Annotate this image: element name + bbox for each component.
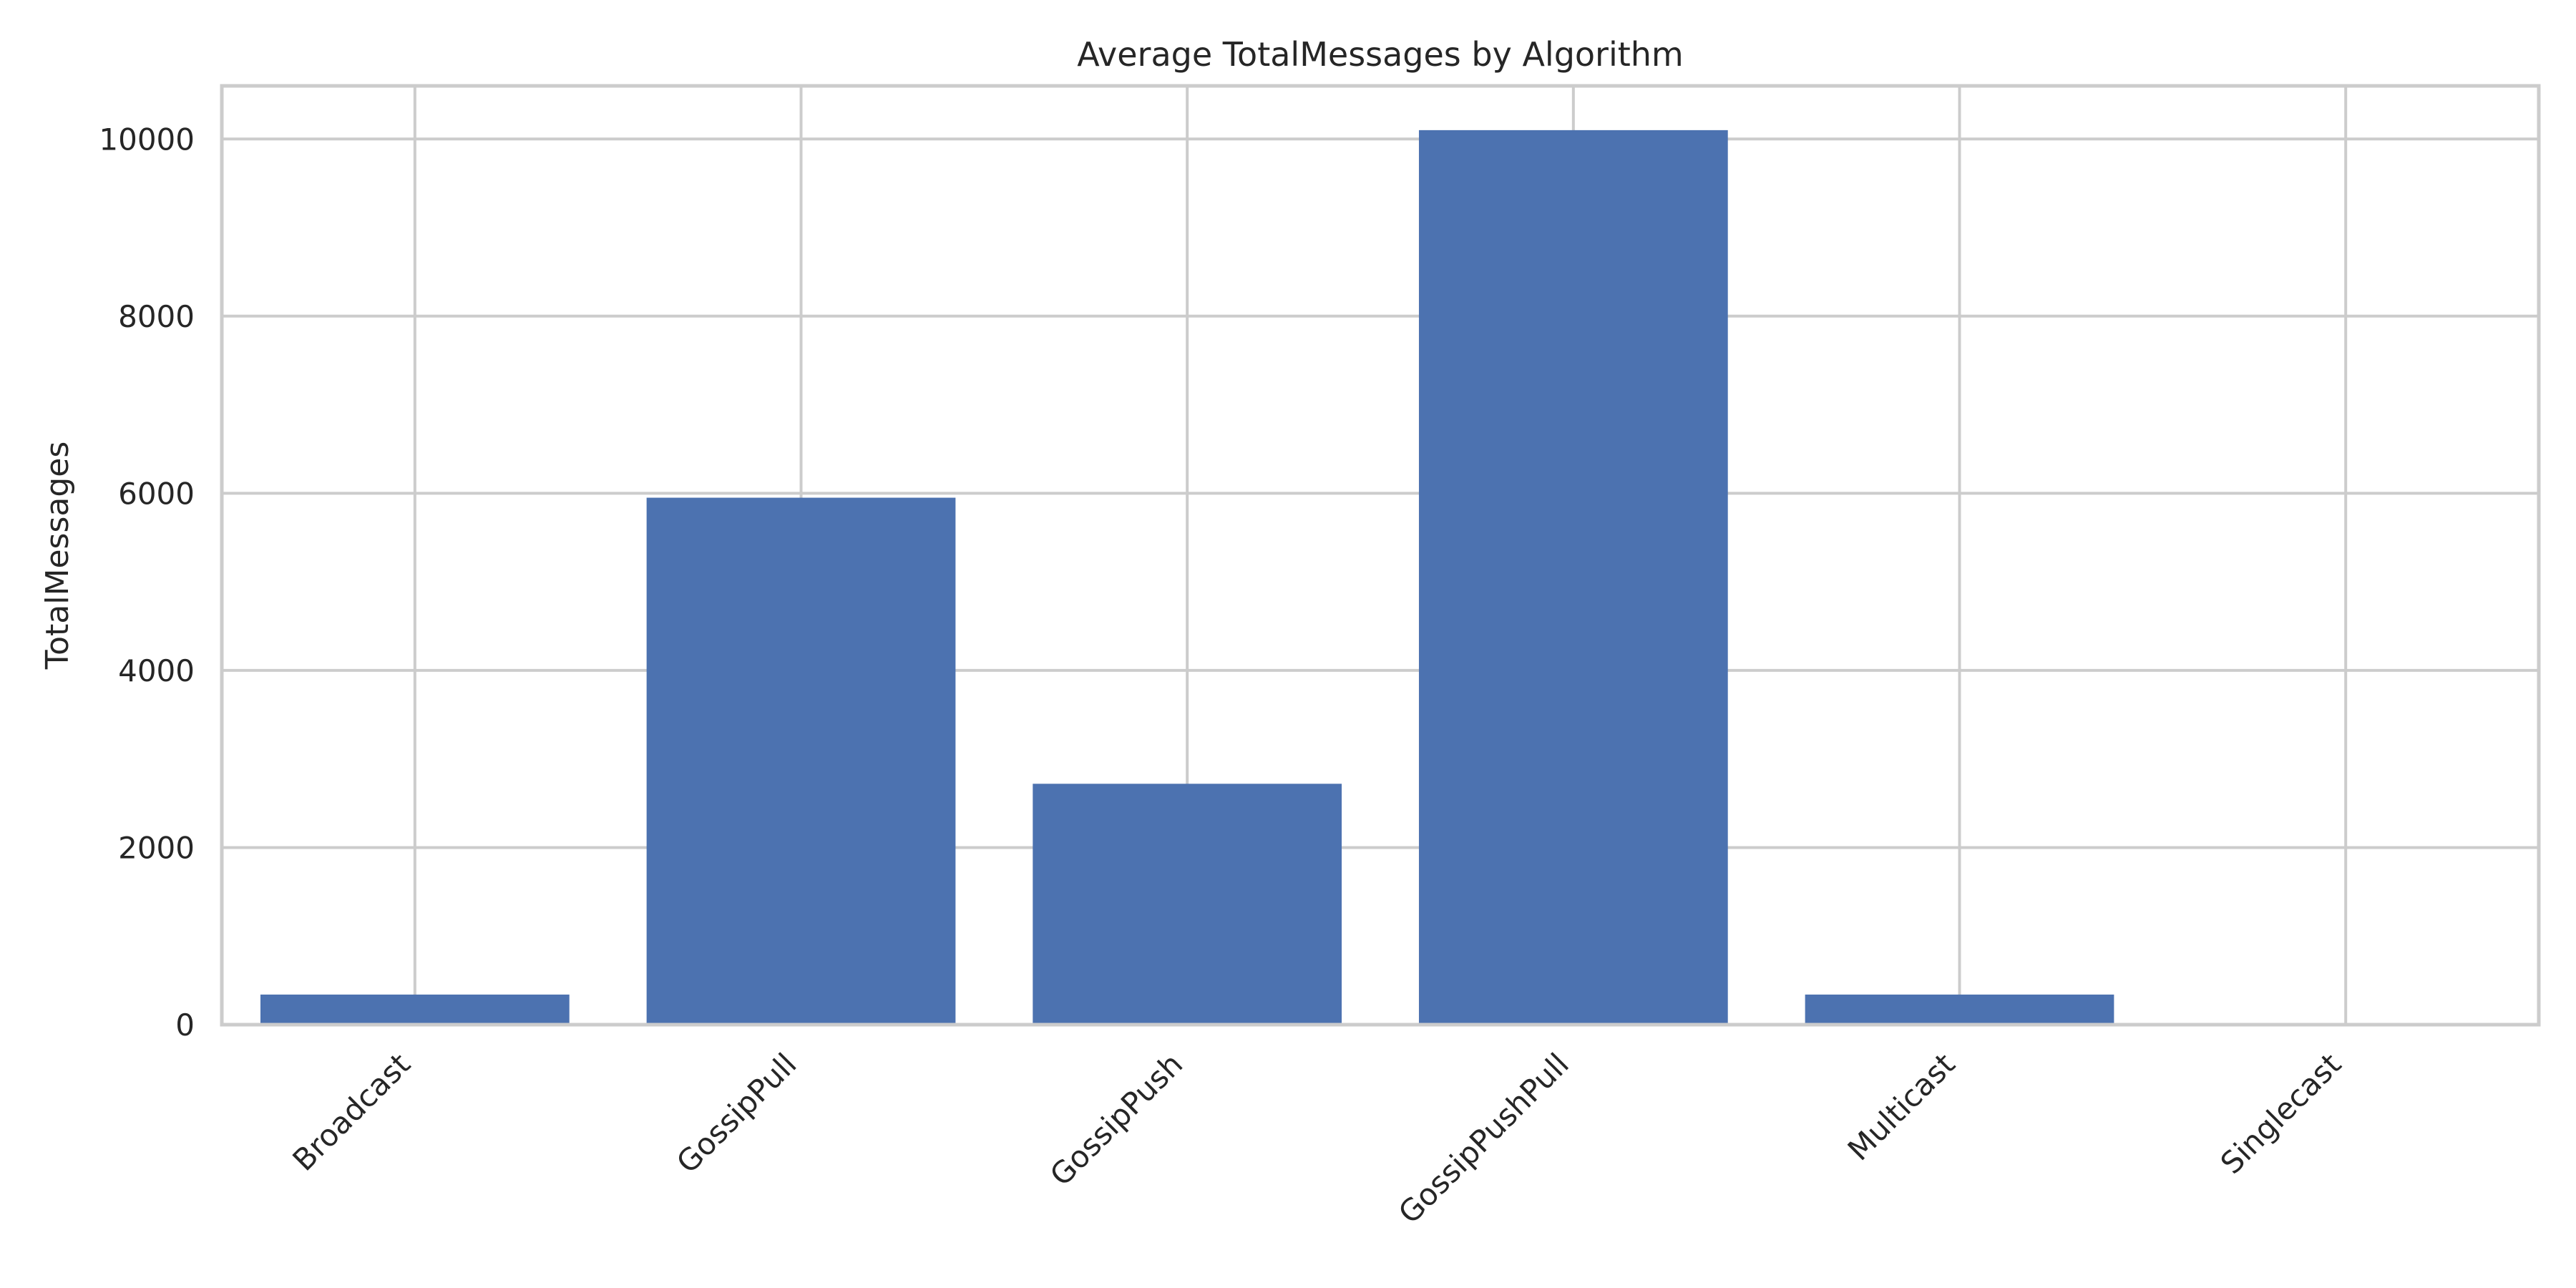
y-tick-label: 0 xyxy=(175,1008,195,1043)
y-tick-label: 2000 xyxy=(118,830,195,865)
x-tick-label: Multicast xyxy=(1841,1046,1962,1167)
grid-lines xyxy=(222,86,2539,1026)
bars xyxy=(260,130,2114,1025)
y-tick-label: 6000 xyxy=(118,476,195,511)
y-tick-label: 4000 xyxy=(118,653,195,688)
bar-gossippushpull xyxy=(1418,130,1728,1025)
x-tick-label: GossipPull xyxy=(670,1046,804,1180)
bar-gossippush xyxy=(1033,784,1342,1025)
x-tick-label: GossipPush xyxy=(1043,1046,1189,1192)
chart-title: Average TotalMessages by Algorithm xyxy=(1077,35,1683,74)
y-tick-label: 10000 xyxy=(99,122,195,157)
x-tick-label: Singlecast xyxy=(2214,1046,2348,1181)
bar-broadcast xyxy=(260,994,570,1025)
bar-gossippull xyxy=(646,497,956,1025)
x-tick-label: Broadcast xyxy=(286,1046,416,1177)
y-axis-label: TotalMessages xyxy=(39,441,76,670)
tick-labels: 0 2000 4000 6000 8000 10000 Broadcast GossipPul… xyxy=(99,122,2348,1230)
plot-frame xyxy=(220,84,2541,1027)
bar-multicast xyxy=(1805,994,2114,1025)
x-tick-label: GossipPushPull xyxy=(1392,1046,1576,1230)
y-tick-label: 8000 xyxy=(118,299,195,334)
